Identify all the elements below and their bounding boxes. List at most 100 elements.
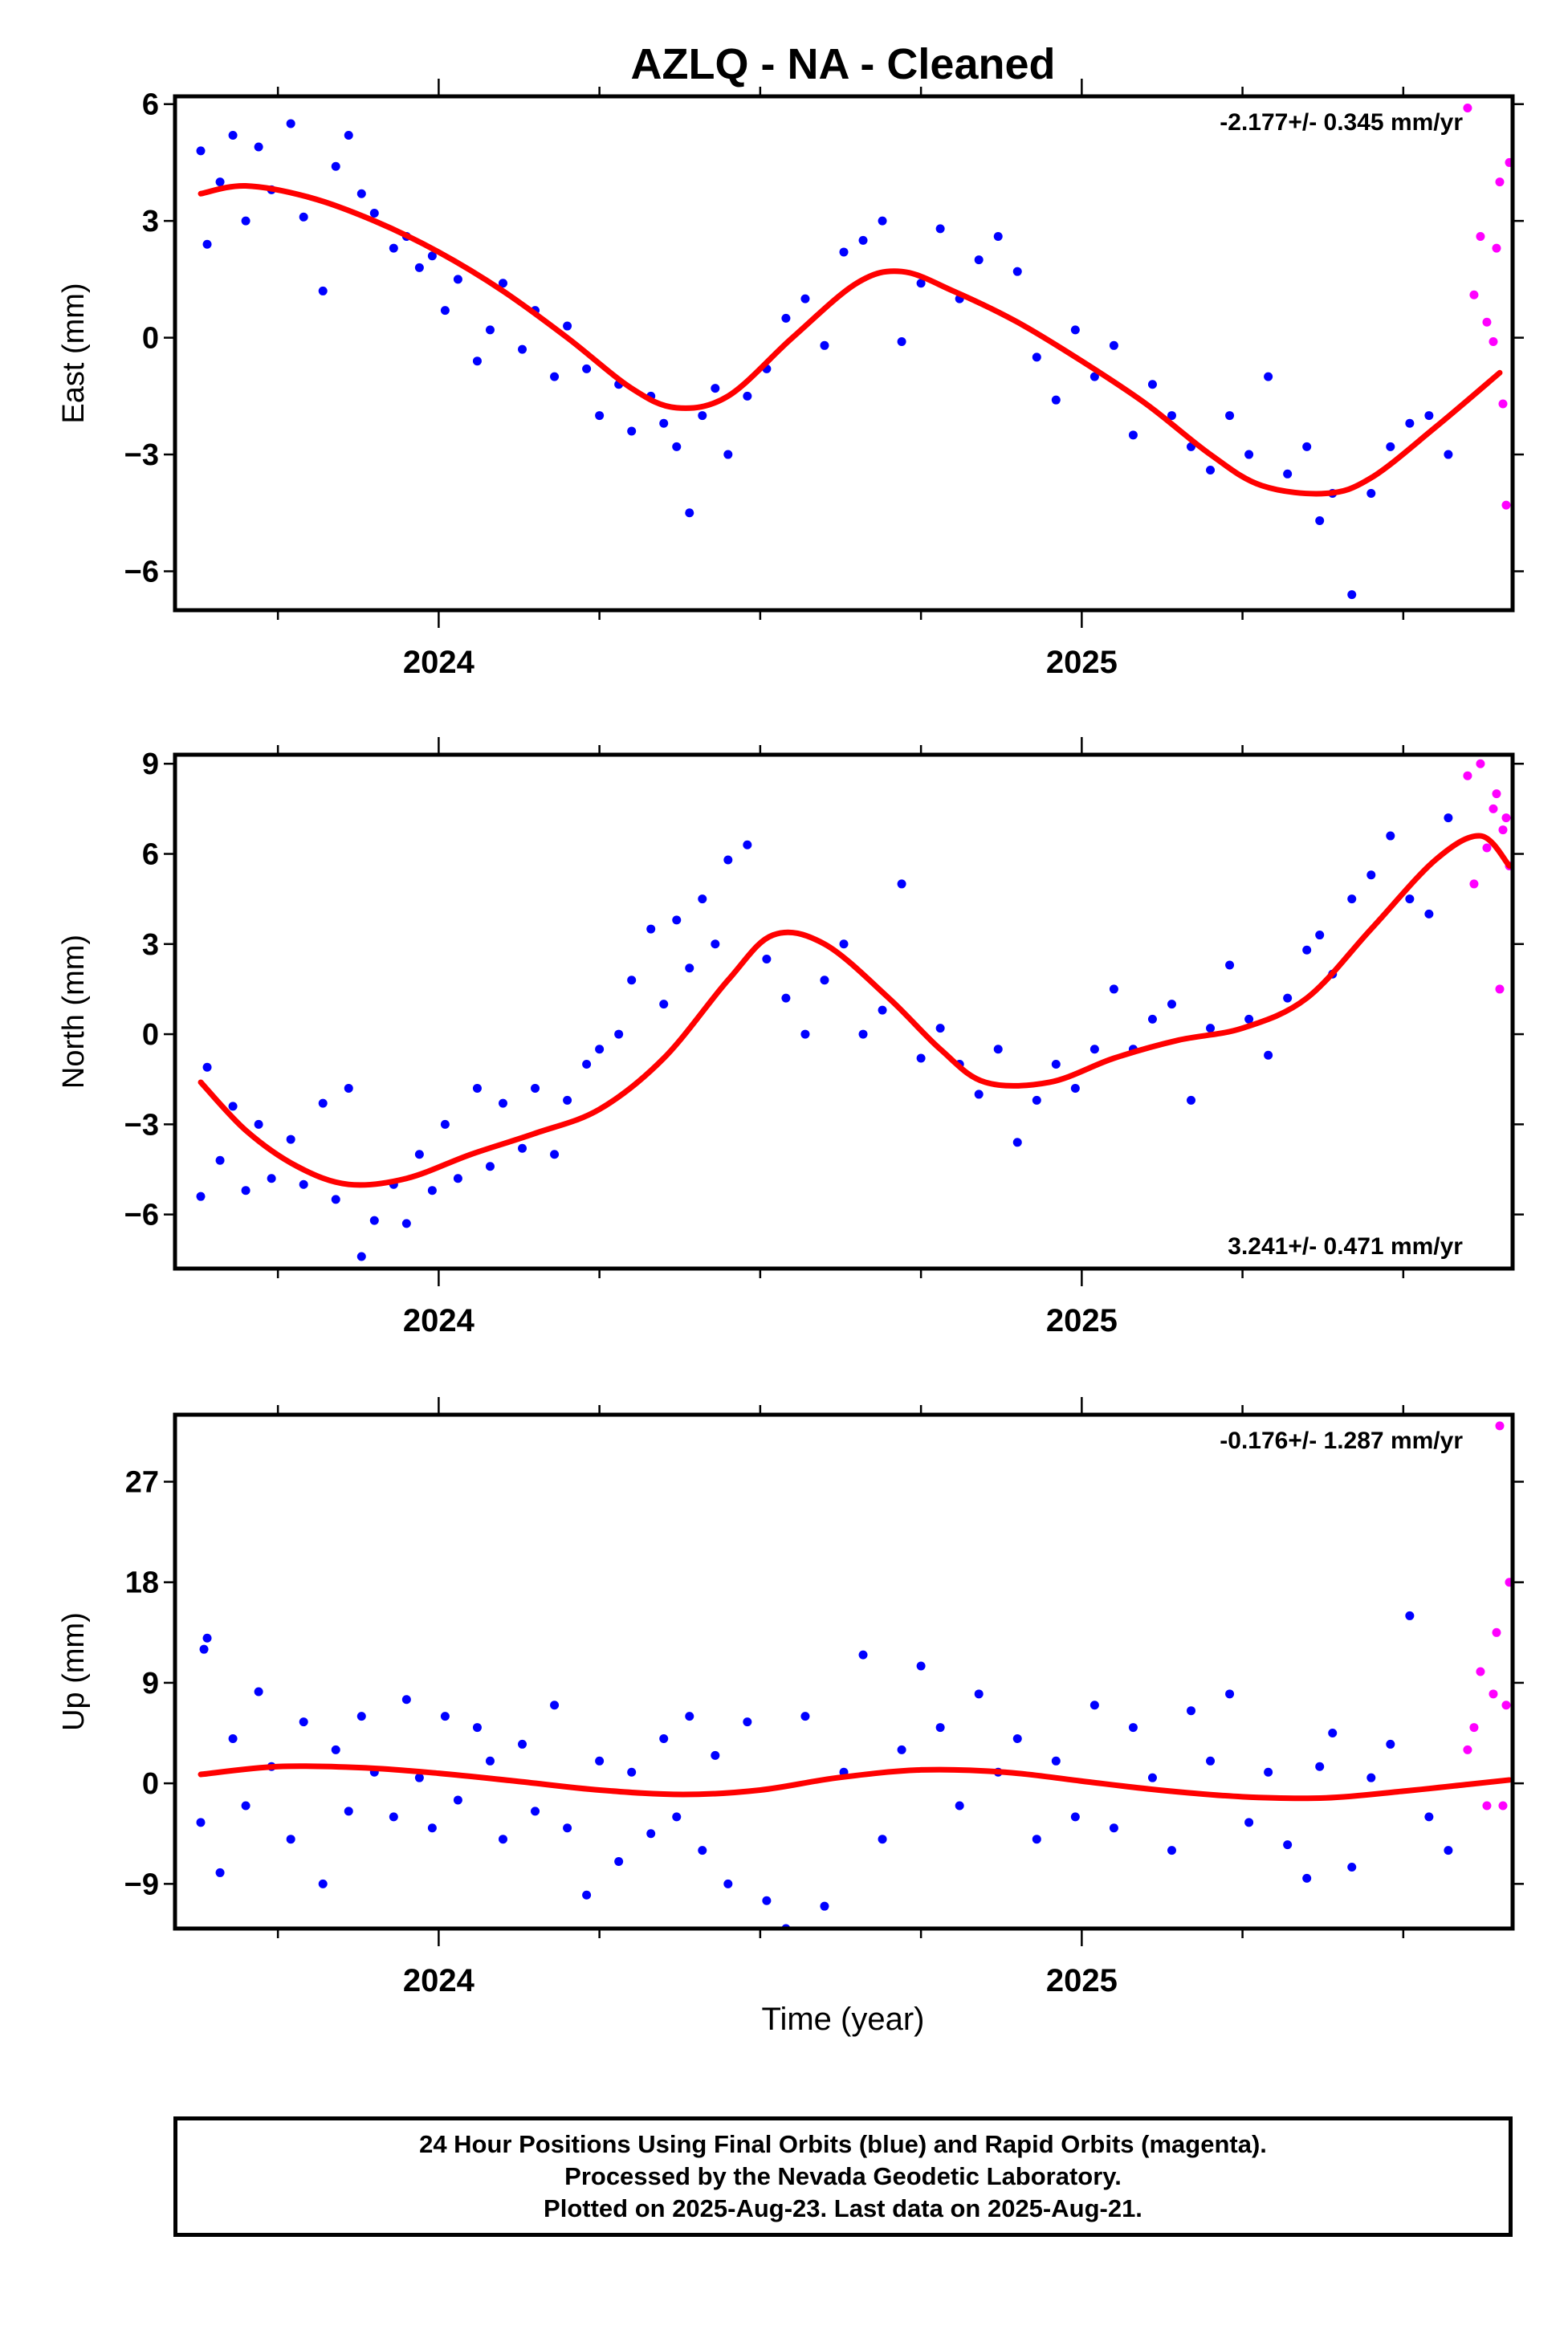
- up-xtick-label-1: 2025: [1046, 1963, 1118, 1998]
- up-rapid-point: [1492, 1627, 1501, 1637]
- up-final-point: [1012, 1733, 1022, 1743]
- up-final-point: [299, 1717, 308, 1727]
- east-final-point: [518, 344, 527, 354]
- east-final-point: [1283, 469, 1293, 479]
- up-final-point: [723, 1879, 733, 1888]
- east-final-point: [1225, 411, 1235, 421]
- east-fit-curve: [198, 183, 1503, 497]
- east-rapid-point: [1501, 500, 1511, 510]
- north-final-point: [820, 976, 829, 985]
- east-final-point: [1302, 442, 1312, 451]
- north-final-point: [1264, 1050, 1273, 1060]
- north-final-point: [781, 993, 791, 1003]
- east-y-axis-label: East (mm): [57, 283, 91, 423]
- east-rapid-point: [1469, 290, 1479, 299]
- up-rapid-point: [1498, 1801, 1508, 1811]
- north-final-point: [1366, 870, 1376, 880]
- north-final-point: [993, 1045, 1003, 1054]
- east-final-point: [1206, 465, 1216, 475]
- north-final-point: [1302, 945, 1312, 955]
- up-final-point: [897, 1745, 906, 1754]
- north-rapid-point: [1463, 771, 1472, 780]
- east-final-point: [698, 411, 707, 421]
- north-final-point: [1347, 894, 1357, 904]
- north-final-point: [1089, 1045, 1099, 1054]
- up-final-point: [916, 1661, 926, 1671]
- up-final-point: [453, 1795, 462, 1805]
- east-final-point: [1012, 267, 1022, 276]
- east-final-point: [1089, 372, 1099, 381]
- east-final-point: [440, 306, 450, 316]
- up-ytick-label-4: 27: [125, 1465, 159, 1499]
- east-final-point: [1244, 450, 1254, 459]
- up-final-point: [550, 1701, 560, 1710]
- east-final-point: [974, 255, 984, 265]
- north-final-point: [878, 1005, 887, 1015]
- up-final-point: [1147, 1773, 1157, 1782]
- up-final-point: [1347, 1862, 1357, 1872]
- up-final-point: [878, 1835, 887, 1844]
- north-xtick-label-1: 2025: [1046, 1303, 1118, 1338]
- up-final-point: [1283, 1840, 1293, 1850]
- up-final-point: [199, 1644, 209, 1654]
- north-final-point: [1032, 1095, 1041, 1105]
- east-final-point: [659, 418, 669, 428]
- east-final-point: [215, 177, 225, 187]
- up-final-point: [401, 1695, 411, 1705]
- east-final-point: [1405, 418, 1415, 428]
- east-final-point: [935, 224, 945, 234]
- north-ytick-label-4: 6: [142, 838, 159, 872]
- east-rapid-point: [1498, 399, 1508, 409]
- up-final-point: [1315, 1762, 1325, 1771]
- north-final-point: [723, 855, 733, 865]
- east-final-point: [286, 119, 295, 128]
- east-final-point: [1386, 442, 1395, 451]
- east-final-point: [1051, 395, 1061, 405]
- up-final-point: [427, 1823, 437, 1833]
- east-panel: −6 −3 0 3 6 2024 2025 East (mm) -2.177+/- 0.345 …: [57, 79, 1524, 680]
- north-final-point: [582, 1059, 592, 1069]
- up-final-point: [1366, 1773, 1376, 1782]
- east-final-point: [344, 130, 353, 140]
- north-xtick-label-0: 2024: [403, 1303, 475, 1338]
- up-rapid-point: [1489, 1689, 1498, 1699]
- east-xtick-label-1: 2025: [1046, 645, 1118, 680]
- north-ytick-label-2: 0: [142, 1018, 159, 1052]
- up-final-point: [743, 1717, 752, 1727]
- up-final-point: [698, 1846, 707, 1855]
- up-final-point: [331, 1745, 340, 1754]
- north-rapid-point: [1492, 789, 1501, 799]
- north-final-point: [698, 894, 707, 904]
- north-final-point: [331, 1195, 340, 1204]
- north-final-point: [1012, 1138, 1022, 1147]
- north-final-point: [672, 915, 682, 925]
- east-data: [196, 104, 1513, 600]
- east-final-point: [318, 286, 328, 295]
- north-final-point: [1051, 1059, 1061, 1069]
- up-final-point: [800, 1712, 810, 1721]
- north-final-point: [254, 1119, 263, 1129]
- up-final-point: [202, 1633, 212, 1643]
- east-rapid-point: [1463, 104, 1472, 113]
- east-final-point: [878, 216, 887, 226]
- north-final-point: [401, 1219, 411, 1228]
- up-final-point: [228, 1733, 238, 1743]
- up-final-point: [1225, 1689, 1235, 1699]
- north-final-point: [453, 1174, 462, 1183]
- east-final-point: [781, 313, 791, 323]
- up-final-point: [711, 1750, 720, 1760]
- up-ytick-label-2: 9: [142, 1667, 159, 1701]
- east-rate-label: -2.177+/- 0.345 mm/yr: [1220, 109, 1463, 136]
- x-axis-label: Time (year): [762, 2002, 925, 2037]
- north-final-point: [935, 1024, 945, 1033]
- north-final-point: [614, 1029, 624, 1039]
- north-final-point: [286, 1134, 295, 1144]
- east-ytick-label-0: −6: [124, 556, 159, 589]
- up-final-point: [820, 1901, 829, 1911]
- up-final-point: [1128, 1723, 1138, 1733]
- up-final-point: [762, 1896, 772, 1905]
- north-final-point: [839, 939, 849, 949]
- east-final-point: [897, 336, 906, 346]
- east-ytick-label-1: −3: [124, 438, 159, 472]
